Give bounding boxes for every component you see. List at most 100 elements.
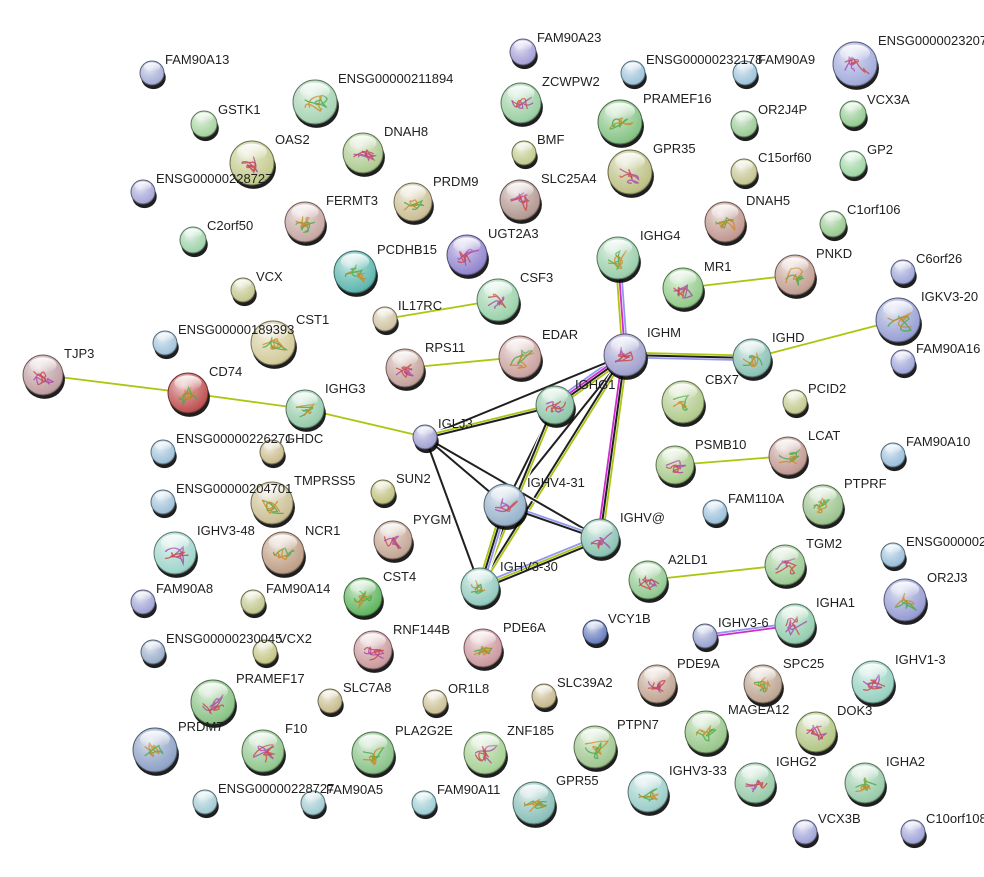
node-C1orf106[interactable] [819, 210, 848, 242]
edge-IGHD-IGKV3-20[interactable] [749, 317, 901, 361]
edge-IGHM-IGHV@[interactable] [595, 350, 630, 543]
node-PYGM[interactable] [373, 520, 414, 563]
node-PCDHB15[interactable] [333, 250, 378, 297]
node-IGHD[interactable] [732, 338, 773, 381]
node-PTPN7[interactable] [573, 725, 618, 772]
node-PRDM7[interactable] [132, 727, 179, 776]
node-SLC7A8[interactable] [317, 688, 344, 718]
node-IGHV4-31[interactable] [483, 483, 528, 530]
node-ENSG00000211894[interactable] [292, 79, 339, 128]
node-VCX2[interactable] [252, 639, 279, 669]
node-PTPRF[interactable] [802, 484, 845, 529]
node-DNAH8[interactable] [342, 132, 385, 177]
node-SPC25[interactable] [743, 664, 784, 707]
node-ENSG00000224[interactable] [880, 542, 907, 572]
node-TJP3[interactable] [22, 354, 65, 399]
node-FAM90A9[interactable] [732, 60, 759, 90]
node-IGHV@[interactable] [580, 518, 621, 561]
node-C6orf26[interactable] [890, 259, 917, 289]
node-DNAH5[interactable] [704, 201, 747, 246]
node-PRAMEF16[interactable] [597, 99, 644, 148]
node-ENSG00000232074[interactable] [832, 41, 879, 90]
node-NCR1[interactable] [261, 531, 306, 578]
node-OR1L8[interactable] [422, 689, 449, 719]
node-IGHV1-3[interactable] [851, 660, 896, 707]
edge-A2LD1-TGM2[interactable] [645, 562, 788, 583]
edge-IGHV3-30-IGHV@[interactable] [475, 533, 605, 592]
node-CD74[interactable] [167, 372, 210, 417]
node-IGHV3-6[interactable] [692, 623, 719, 653]
edge-TJP3-CD74[interactable] [40, 372, 191, 396]
node-ENSG00000232178[interactable] [620, 60, 647, 90]
node-FAM90A14[interactable] [240, 589, 267, 619]
node-FERMT3[interactable] [284, 201, 327, 246]
node-VCX3A[interactable] [839, 100, 868, 132]
node-GPR55[interactable] [512, 781, 557, 828]
node-SLC39A2[interactable] [531, 683, 558, 713]
node-IL17RC[interactable] [372, 306, 399, 336]
node-IGHG4[interactable] [596, 236, 641, 283]
node-DOK3[interactable] [795, 711, 838, 756]
node-SLC25A4[interactable] [499, 179, 542, 224]
node-VCX[interactable] [230, 277, 257, 307]
node-FAM90A23[interactable] [509, 38, 538, 70]
node-C15orf60[interactable] [730, 158, 759, 190]
node-OR2J4P[interactable] [730, 110, 759, 142]
node-ENSG00000204701[interactable] [150, 489, 177, 519]
node-IGHV3-33[interactable] [627, 771, 670, 816]
node-ENSG00000228727[interactable] [192, 789, 219, 819]
node-RNF144B[interactable] [353, 630, 394, 673]
node-GPR35[interactable] [607, 149, 654, 198]
node-TGM2[interactable] [764, 544, 807, 589]
node-OAS2[interactable] [229, 140, 276, 189]
node-TMPRSS5[interactable] [250, 481, 295, 528]
node-PDE6A[interactable] [463, 628, 504, 671]
node-RPS11[interactable] [385, 348, 426, 391]
node-CST4[interactable] [343, 577, 384, 620]
node-VCX3B[interactable] [792, 819, 819, 849]
edge-IGLJ3-IGHV3-30[interactable] [422, 434, 483, 590]
node-IGKV3-20[interactable] [875, 297, 922, 346]
node-OR2J3[interactable] [883, 578, 928, 625]
node-SUN2[interactable] [370, 479, 397, 509]
node-IGHA2[interactable] [844, 762, 887, 807]
node-IGHV3-48[interactable] [153, 531, 198, 578]
node-ENSG00000189393[interactable] [152, 330, 179, 360]
node-PDE9A[interactable] [637, 664, 678, 707]
edge-IGLJ3-IGHG1[interactable] [421, 401, 559, 441]
node-IGHV3-30[interactable] [460, 567, 501, 610]
node-FAM90A11[interactable] [411, 790, 438, 820]
node-IGLJ3[interactable] [412, 424, 439, 454]
node-ZCWPW2[interactable] [500, 82, 543, 127]
node-IGHM[interactable] [603, 333, 648, 380]
node-PRDM9[interactable] [393, 182, 434, 225]
node-EDAR[interactable] [498, 335, 543, 382]
node-MR1[interactable] [662, 267, 705, 312]
node-ENSG00000226271[interactable] [150, 439, 177, 469]
node-PCID2[interactable] [782, 389, 809, 419]
node-PRAMEF17[interactable] [190, 679, 237, 728]
edge-IGHM-IGHV3-30[interactable] [476, 351, 629, 591]
node-CBX7[interactable] [661, 380, 706, 427]
node-PLA2G2E[interactable] [351, 731, 396, 778]
node-IGHG2[interactable] [734, 762, 777, 807]
node-GHDC[interactable] [259, 439, 286, 469]
node-IGHG3[interactable] [285, 389, 326, 432]
node-A2LD1[interactable] [628, 560, 669, 603]
node-ZNF185[interactable] [463, 731, 508, 778]
node-IGHA1[interactable] [774, 603, 817, 648]
node-ENSG00000228727[interactable] [130, 179, 157, 209]
node-LCAT[interactable] [768, 436, 809, 479]
node-CST1[interactable] [250, 320, 297, 369]
node-FAM90A5[interactable] [300, 790, 327, 820]
node-C10orf108[interactable] [900, 819, 927, 849]
node-F10[interactable] [241, 729, 286, 776]
node-GSTK1[interactable] [190, 110, 219, 142]
node-UGT2A3[interactable] [446, 234, 489, 279]
node-FAM90A16[interactable] [890, 349, 917, 379]
node-PSMB10[interactable] [655, 445, 696, 488]
node-FAM90A8[interactable] [130, 589, 157, 619]
node-FAM90A10[interactable] [880, 442, 907, 472]
